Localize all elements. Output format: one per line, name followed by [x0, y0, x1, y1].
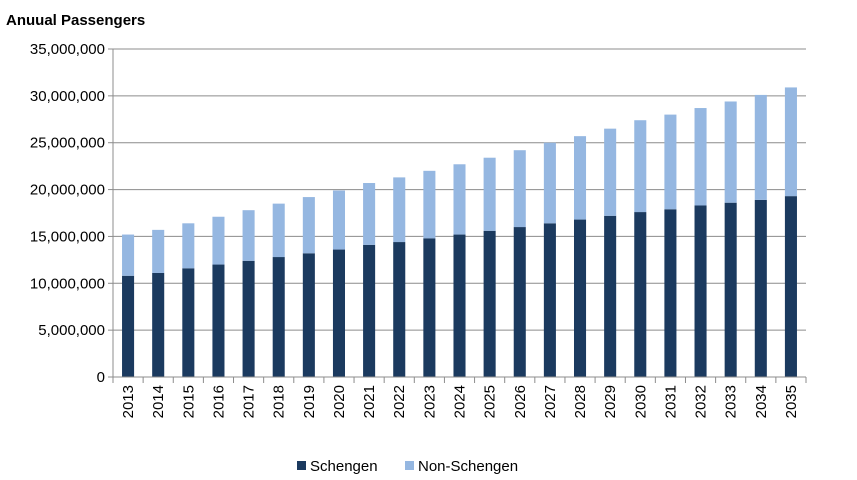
- y-tick-label: 30,000,000: [30, 88, 105, 105]
- bar-schengen: [754, 199, 767, 377]
- bar-schengen: [694, 205, 707, 377]
- legend-swatch-schengen: [297, 461, 306, 470]
- x-tick-label: 2030: [632, 385, 649, 418]
- axes: [108, 48, 807, 383]
- legend: Schengen Non-Schengen: [297, 458, 518, 475]
- bar-schengen: [363, 244, 376, 377]
- y-tick-label: 20,000,000: [30, 182, 105, 199]
- bar-schengen: [543, 223, 556, 377]
- bar-schengen: [393, 242, 406, 377]
- x-tick-label: 2018: [271, 385, 288, 418]
- x-tick-label: 2029: [602, 385, 619, 418]
- x-tick-label: 2032: [693, 385, 710, 418]
- bar-schengen: [182, 268, 195, 377]
- x-tick-label: 2022: [391, 385, 408, 418]
- bar-non-schengen: [272, 203, 285, 258]
- x-tick-label: 2027: [542, 385, 559, 418]
- x-tick-label: 2019: [301, 385, 318, 418]
- bar-non-schengen: [483, 157, 496, 231]
- legend-swatch-non-schengen: [405, 461, 414, 470]
- x-tick-label: 2014: [150, 385, 167, 418]
- bar-schengen: [242, 260, 255, 377]
- x-tick-label: 2013: [120, 385, 137, 418]
- bar-schengen: [212, 264, 225, 377]
- y-tick-label: 35,000,000: [30, 41, 105, 58]
- bar-schengen: [453, 234, 466, 377]
- x-tick-label: 2035: [783, 385, 800, 418]
- x-tick-label: 2028: [572, 385, 589, 418]
- bar-schengen: [122, 275, 135, 377]
- bar-non-schengen: [152, 229, 165, 273]
- y-axis-tick-labels: 0 5,000,000 10,000,000 15,000,000 20,000,000…: [30, 41, 105, 386]
- bar-non-schengen: [513, 150, 526, 228]
- x-tick-label: 2034: [753, 385, 770, 418]
- bar-non-schengen: [182, 223, 195, 269]
- bar-non-schengen: [784, 87, 797, 197]
- bar-non-schengen: [604, 128, 617, 216]
- bar-schengen: [513, 227, 526, 377]
- bar-schengen: [784, 196, 797, 377]
- bar-non-schengen: [302, 197, 315, 254]
- bar-schengen: [152, 272, 165, 377]
- y-tick-label: 0: [97, 369, 105, 386]
- x-tick-label: 2031: [662, 385, 679, 418]
- bar-schengen: [604, 215, 617, 377]
- y-tick-label: 5,000,000: [38, 322, 105, 339]
- x-tick-label: 2026: [512, 385, 529, 418]
- x-tick-label: 2025: [482, 385, 499, 418]
- bar-non-schengen: [543, 142, 556, 224]
- bar-non-schengen: [754, 94, 767, 200]
- legend-label-non-schengen: Non-Schengen: [418, 458, 518, 475]
- bar-schengen: [634, 212, 647, 377]
- y-tick-label: 10,000,000: [30, 275, 105, 292]
- bar-non-schengen: [212, 216, 225, 265]
- bar-non-schengen: [453, 164, 466, 235]
- x-tick-label: 2016: [210, 385, 227, 418]
- bar-non-schengen: [363, 183, 376, 245]
- bar-non-schengen: [242, 210, 255, 261]
- bar-non-schengen: [393, 177, 406, 243]
- bar-non-schengen: [423, 170, 436, 239]
- bar-non-schengen: [332, 190, 346, 250]
- x-tick-label: 2023: [421, 385, 438, 418]
- bars: [122, 87, 797, 377]
- bar-non-schengen: [573, 136, 587, 220]
- legend-label-schengen: Schengen: [310, 458, 378, 475]
- bar-non-schengen: [724, 101, 737, 203]
- y-tick-label: 15,000,000: [30, 228, 105, 245]
- bar-schengen: [724, 202, 737, 377]
- x-tick-label: 2033: [723, 385, 740, 418]
- bar-schengen: [664, 209, 677, 377]
- bar-schengen: [272, 257, 285, 377]
- bar-schengen: [573, 219, 587, 377]
- bar-schengen: [423, 238, 436, 377]
- x-tick-label: 2021: [361, 385, 378, 418]
- x-tick-label: 2017: [241, 385, 258, 418]
- x-tick-label: 2020: [331, 385, 348, 418]
- x-tick-label: 2015: [180, 385, 197, 418]
- bar-non-schengen: [664, 114, 677, 210]
- y-tick-label: 25,000,000: [30, 135, 105, 152]
- bar-schengen: [483, 230, 496, 377]
- bar-non-schengen: [122, 234, 135, 276]
- bar-non-schengen: [694, 108, 707, 206]
- x-tick-label: 2024: [452, 385, 469, 418]
- bar-schengen: [332, 249, 346, 377]
- x-axis-tick-labels: 2013 2014 2015 2016 2017 2018 2019 2020 2021 2022…: [120, 385, 800, 418]
- chart-title: Anuual Passengers: [6, 12, 145, 29]
- bar-schengen: [302, 253, 315, 377]
- bar-non-schengen: [634, 120, 647, 213]
